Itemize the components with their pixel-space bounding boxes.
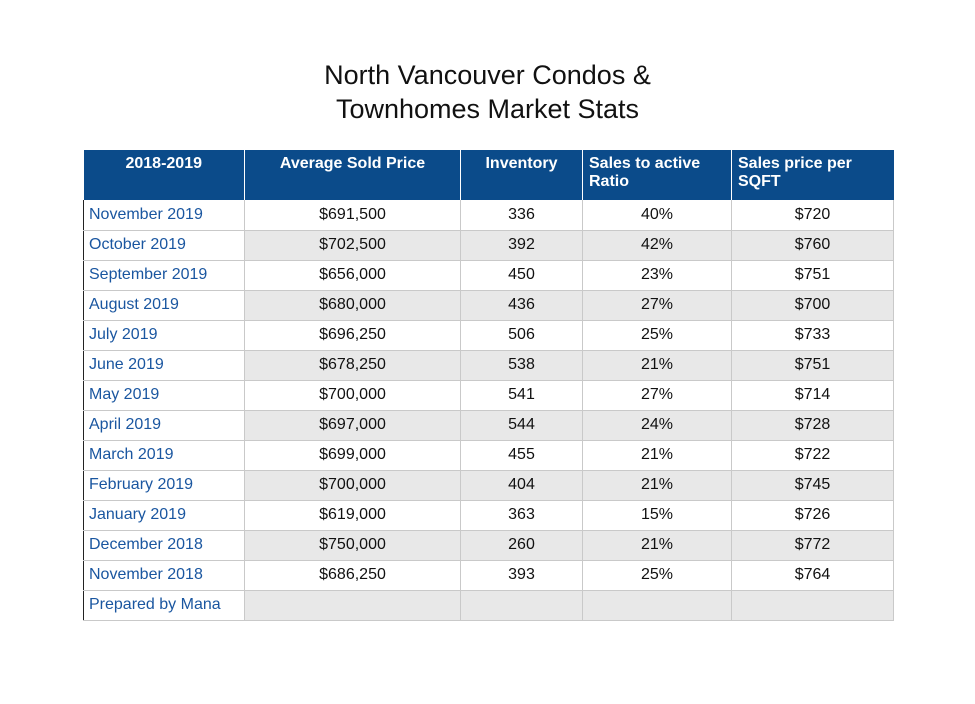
sales-price-per-sqft-cell: $733 <box>731 320 894 351</box>
table-row: November 2018 $686,250 393 25% $764 <box>83 560 894 591</box>
month-cell: March 2019 <box>83 440 245 471</box>
sales-to-active-ratio-cell: 42% <box>582 230 732 261</box>
inventory-cell: 336 <box>460 200 583 231</box>
average-sold-price-cell: $700,000 <box>244 380 461 411</box>
table-row: Prepared by Mana <box>83 590 894 621</box>
average-sold-price-cell: $678,250 <box>244 350 461 381</box>
table-row: December 2018 $750,000 260 21% $772 <box>83 530 894 561</box>
sales-price-per-sqft-cell: $764 <box>731 560 894 591</box>
sales-price-per-sqft-cell: $722 <box>731 440 894 471</box>
month-cell: June 2019 <box>83 350 245 381</box>
sales-price-per-sqft-cell: $751 <box>731 260 894 291</box>
table-row: March 2019 $699,000 455 21% $722 <box>83 440 894 471</box>
header-sales-to-active-ratio: Sales to active Ratio <box>582 150 732 200</box>
sales-to-active-ratio-cell: 25% <box>582 320 732 351</box>
average-sold-price-cell: $750,000 <box>244 530 461 561</box>
inventory-cell: 436 <box>460 290 583 321</box>
inventory-cell: 455 <box>460 440 583 471</box>
month-cell: November 2018 <box>83 560 245 591</box>
average-sold-price-cell: $619,000 <box>244 500 461 531</box>
table-row: July 2019 $696,250 506 25% $733 <box>83 320 894 351</box>
sales-to-active-ratio-cell: 21% <box>582 470 732 501</box>
inventory-cell: 541 <box>460 380 583 411</box>
inventory-cell: 363 <box>460 500 583 531</box>
sales-price-per-sqft-cell: $745 <box>731 470 894 501</box>
average-sold-price-cell: $656,000 <box>244 260 461 291</box>
header-average-sold-price: Average Sold Price <box>244 150 461 200</box>
table-body: November 2019 $691,500 336 40% $720 October 2… <box>83 200 894 621</box>
sales-to-active-ratio-cell <box>582 590 732 621</box>
inventory-cell: 393 <box>460 560 583 591</box>
market-stats-table: 2018-2019 Average Sold Price Inventory S… <box>83 150 894 621</box>
month-cell: April 2019 <box>83 410 245 441</box>
table-row: May 2019 $700,000 541 27% $714 <box>83 380 894 411</box>
month-cell: February 2019 <box>83 470 245 501</box>
table-row: October 2019 $702,500 392 42% $760 <box>83 230 894 261</box>
inventory-cell: 544 <box>460 410 583 441</box>
sales-price-per-sqft-cell: $772 <box>731 530 894 561</box>
sales-to-active-ratio-cell: 21% <box>582 350 732 381</box>
average-sold-price-cell: $697,000 <box>244 410 461 441</box>
table-header-row: 2018-2019 Average Sold Price Inventory S… <box>83 150 894 200</box>
table-row: January 2019 $619,000 363 15% $726 <box>83 500 894 531</box>
inventory-cell: 404 <box>460 470 583 501</box>
title-line-2: Townhomes Market Stats <box>335 94 640 124</box>
average-sold-price-cell: $686,250 <box>244 560 461 591</box>
month-cell: January 2019 <box>83 500 245 531</box>
average-sold-price-cell: $699,000 <box>244 440 461 471</box>
page-title: North Vancouver Condos & Townhomes Marke… <box>0 58 975 126</box>
month-cell: May 2019 <box>83 380 245 411</box>
sales-price-per-sqft-cell <box>731 590 894 621</box>
header-sales-price-per-sqft: Sales price per SQFT <box>731 150 894 200</box>
average-sold-price-cell <box>244 590 461 621</box>
month-cell: Prepared by Mana <box>83 590 245 621</box>
header-period: 2018-2019 <box>83 150 245 200</box>
inventory-cell: 506 <box>460 320 583 351</box>
table-row: February 2019 $700,000 404 21% $745 <box>83 470 894 501</box>
average-sold-price-cell: $702,500 <box>244 230 461 261</box>
title-line-1: North Vancouver Condos & <box>324 60 651 90</box>
table-row: September 2019 $656,000 450 23% $751 <box>83 260 894 291</box>
sales-price-per-sqft-cell: $728 <box>731 410 894 441</box>
month-cell: November 2019 <box>83 200 245 231</box>
sales-price-per-sqft-cell: $714 <box>731 380 894 411</box>
month-cell: October 2019 <box>83 230 245 261</box>
sales-to-active-ratio-cell: 27% <box>582 380 732 411</box>
inventory-cell <box>460 590 583 621</box>
sales-price-per-sqft-cell: $760 <box>731 230 894 261</box>
header-inventory: Inventory <box>460 150 583 200</box>
table-row: June 2019 $678,250 538 21% $751 <box>83 350 894 381</box>
sales-to-active-ratio-cell: 15% <box>582 500 732 531</box>
sales-price-per-sqft-cell: $700 <box>731 290 894 321</box>
month-cell: September 2019 <box>83 260 245 291</box>
inventory-cell: 450 <box>460 260 583 291</box>
sales-to-active-ratio-cell: 25% <box>582 560 732 591</box>
table-row: August 2019 $680,000 436 27% $700 <box>83 290 894 321</box>
average-sold-price-cell: $700,000 <box>244 470 461 501</box>
sales-to-active-ratio-cell: 27% <box>582 290 732 321</box>
average-sold-price-cell: $680,000 <box>244 290 461 321</box>
inventory-cell: 538 <box>460 350 583 381</box>
month-cell: August 2019 <box>83 290 245 321</box>
sales-to-active-ratio-cell: 21% <box>582 440 732 471</box>
sales-to-active-ratio-cell: 23% <box>582 260 732 291</box>
sales-to-active-ratio-cell: 21% <box>582 530 732 561</box>
sales-price-per-sqft-cell: $726 <box>731 500 894 531</box>
sales-price-per-sqft-cell: $720 <box>731 200 894 231</box>
average-sold-price-cell: $691,500 <box>244 200 461 231</box>
table-row: November 2019 $691,500 336 40% $720 <box>83 200 894 231</box>
sales-to-active-ratio-cell: 24% <box>582 410 732 441</box>
month-cell: July 2019 <box>83 320 245 351</box>
sales-price-per-sqft-cell: $751 <box>731 350 894 381</box>
inventory-cell: 392 <box>460 230 583 261</box>
inventory-cell: 260 <box>460 530 583 561</box>
sales-to-active-ratio-cell: 40% <box>582 200 732 231</box>
average-sold-price-cell: $696,250 <box>244 320 461 351</box>
table-row: April 2019 $697,000 544 24% $728 <box>83 410 894 441</box>
month-cell: December 2018 <box>83 530 245 561</box>
